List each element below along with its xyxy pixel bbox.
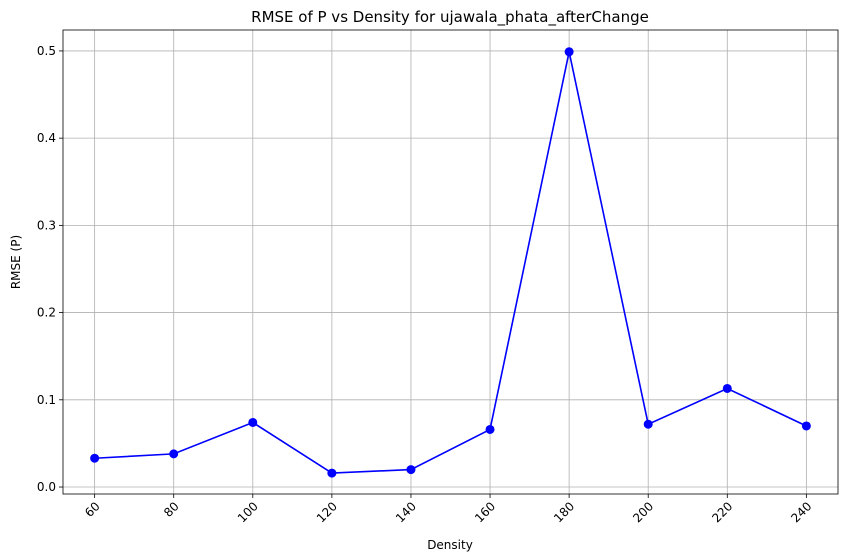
y-tick-label: 0.2 <box>37 306 56 320</box>
series-line <box>94 51 807 474</box>
x-tick-label: 140 <box>393 499 419 525</box>
x-tick-label: 240 <box>788 499 814 525</box>
data-point <box>90 453 100 463</box>
x-tick-label: 160 <box>472 499 498 525</box>
y-axis-label: RMSE (P) <box>9 235 23 289</box>
data-point <box>801 421 811 431</box>
axis-ticks: 60 80 100 120 140 160 180 200 220 240 0.0 0.1 0.2 0.3… <box>37 44 815 525</box>
x-tick-label: 120 <box>314 499 340 525</box>
data-point <box>248 417 258 427</box>
y-tick-label: 0.0 <box>37 480 56 494</box>
y-tick-label: 0.4 <box>37 131 56 145</box>
data-point <box>485 424 495 434</box>
chart-title: RMSE of P vs Density for ujawala_phata_a… <box>251 8 649 27</box>
data-point <box>643 419 653 429</box>
data-point <box>722 383 732 393</box>
x-tick-label: 100 <box>235 499 261 525</box>
data-point <box>327 468 337 478</box>
x-tick-label: 180 <box>551 499 577 525</box>
x-tick-label: 80 <box>161 499 182 520</box>
x-tick-label: 200 <box>630 499 656 525</box>
data-point <box>406 465 416 475</box>
x-tick-label: 60 <box>82 499 103 520</box>
data-series <box>90 47 811 478</box>
x-axis-label: Density <box>427 538 473 552</box>
y-tick-label: 0.5 <box>37 44 56 58</box>
y-tick-label: 0.3 <box>37 218 56 232</box>
x-tick-label: 220 <box>709 499 735 525</box>
data-point <box>564 47 574 57</box>
y-tick-label: 0.1 <box>37 393 56 407</box>
grid <box>63 30 838 494</box>
data-point <box>169 449 179 459</box>
plot-area-frame <box>62 29 839 495</box>
